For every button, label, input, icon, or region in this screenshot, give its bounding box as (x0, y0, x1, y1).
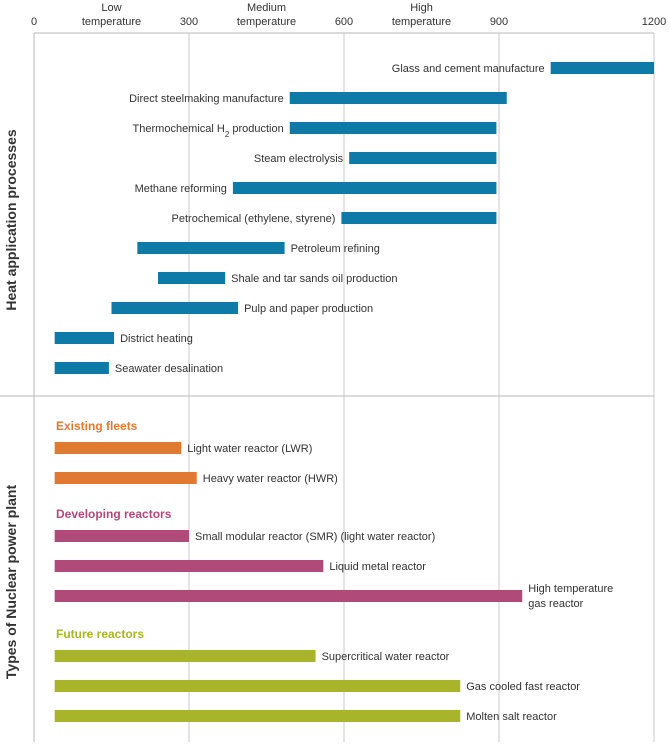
label-steam-electrolysis: Steam electrolysis (254, 153, 344, 165)
label-high-temperature-gas-reactor-line1: High temperature (528, 583, 613, 595)
band-label-low-line2: temperature (82, 16, 141, 28)
label-supercritical-water-reactor: Supercritical water reactor (322, 651, 450, 663)
band-label-medium-line2: temperature (237, 16, 296, 28)
bar-light-water-reactor-lwr (54, 442, 182, 454)
label-small-modular-reactor-smr-light-water-reactor: Small modular reactor (SMR) (light water… (195, 531, 435, 543)
bar-molten-salt-reactor (54, 710, 461, 722)
bar-liquid-metal-reactor (54, 560, 324, 572)
label-heavy-water-reactor-hwr: Heavy water reactor (HWR) (203, 473, 338, 485)
label-glass-and-cement-manufacture: Glass and cement manufacture (392, 63, 545, 75)
label-molten-salt-reactor: Molten salt reactor (466, 711, 557, 723)
bar-shale-and-tar-sands-oil-production (158, 272, 226, 284)
label-thermochemical-h-production: Thermochemical H2 production (133, 123, 284, 139)
group-title-existing-fleets: Existing fleets (56, 419, 138, 433)
band-label-low-line1: Low (101, 2, 121, 14)
bar-small-modular-reactor-smr-light-water-reactor (54, 530, 189, 542)
bar-petrochemical-ethylene-styrene (341, 212, 497, 224)
band-label-medium-line1: Medium (247, 2, 286, 14)
label-shale-and-tar-sands-oil-production: Shale and tar sands oil production (231, 273, 397, 285)
label-gas-cooled-fast-reactor: Gas cooled fast reactor (466, 681, 580, 693)
label-seawater-desalination: Seawater desalination (115, 363, 223, 375)
section-title-heat-applications: Heat application processes (3, 129, 19, 311)
label-liquid-metal-reactor: Liquid metal reactor (329, 561, 426, 573)
label-petroleum-refining: Petroleum refining (291, 243, 380, 255)
label-direct-steelmaking-manufacture: Direct steelmaking manufacture (129, 93, 284, 105)
bar-glass-and-cement-manufacture (550, 62, 654, 74)
band-label-high-line1: High (410, 2, 433, 14)
label-district-heating: District heating (120, 333, 193, 345)
label-high-temperature-gas-reactor-line2: gas reactor (528, 598, 583, 610)
label-pulp-and-paper-production: Pulp and paper production (244, 303, 373, 315)
x-tick-label-0: 0 (31, 16, 37, 28)
x-tick-label-1200: 1200 (642, 16, 666, 28)
bar-gas-cooled-fast-reactor (54, 680, 461, 692)
bar-steam-electrolysis (349, 152, 497, 164)
bar-heavy-water-reactor-hwr (54, 472, 197, 484)
x-tick-label-900: 900 (490, 16, 508, 28)
group-title-developing-reactors: Developing reactors (56, 507, 172, 521)
label-light-water-reactor-lwr: Light water reactor (LWR) (187, 443, 312, 455)
x-tick-label-300: 300 (180, 16, 198, 28)
group-title-future-reactors: Future reactors (56, 627, 144, 641)
bar-high-temperature-gas-reactor (54, 590, 523, 602)
bar-petroleum-refining (137, 242, 285, 254)
section-title-nuclear-types: Types of Nuclear power plant (3, 485, 19, 680)
x-tick-label-600: 600 (335, 16, 353, 28)
bar-thermochemical-h-production (289, 122, 497, 134)
band-label-high-line2: temperature (392, 16, 451, 28)
label-methane-reforming: Methane reforming (135, 183, 227, 195)
bar-methane-reforming (232, 182, 497, 194)
bar-direct-steelmaking-manufacture (289, 92, 507, 104)
label-petrochemical-ethylene-styrene: Petrochemical (ethylene, styrene) (172, 213, 336, 225)
bar-pulp-and-paper-production (111, 302, 239, 314)
bar-district-heating (54, 332, 115, 344)
bar-supercritical-water-reactor (54, 650, 316, 662)
bar-seawater-desalination (54, 362, 109, 374)
